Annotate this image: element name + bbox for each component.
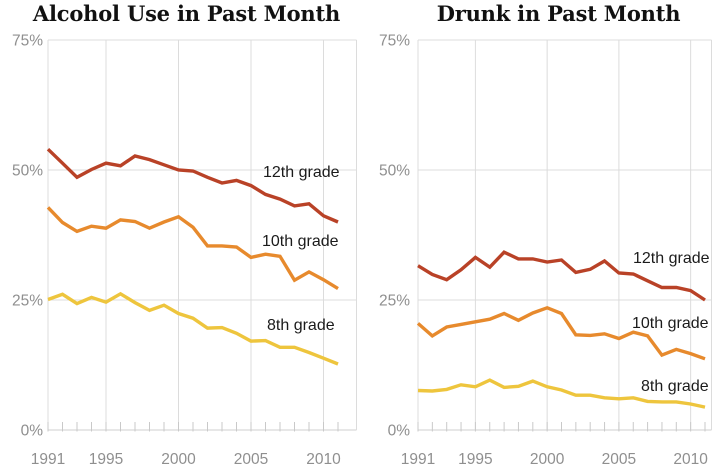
- series-line-12th-grade: [46, 147, 339, 224]
- x-axis-tick-label: 2005: [234, 451, 268, 468]
- series-label-8th-grade: 8th grade: [641, 378, 709, 395]
- series-label-12th-grade: 12th grade: [633, 250, 710, 267]
- y-axis-tick-label: 25%: [379, 293, 410, 310]
- series-line-8th-grade: [417, 378, 706, 409]
- x-axis-tick-label: 2000: [530, 451, 565, 468]
- y-axis-tick-label: 0%: [21, 423, 44, 440]
- series-line-10th-grade: [416, 305, 706, 361]
- y-axis-tick-label: 25%: [12, 293, 43, 310]
- series-label-10th-grade: 10th grade: [632, 315, 709, 332]
- chart-title-alcohol-use: Alcohol Use in Past Month: [32, 1, 341, 26]
- x-axis-tick-label: 1991: [31, 451, 65, 468]
- x-axis-tick-label: 2005: [602, 451, 636, 468]
- series-line-8th-grade: [47, 291, 339, 366]
- y-axis-tick-label: 75%: [12, 33, 43, 50]
- chart-canvas-alcohol-use: 75% 50% 25% 0% 1991 1995 2000 2005 2010 12th grad…: [12, 33, 357, 468]
- chart-canvas-drunk: 75% 50% 25% 0% 1991 1995 2000 2005 2010 12th grad…: [379, 33, 712, 468]
- x-axis-tick-label: 2010: [673, 451, 708, 468]
- x-axis-tick-label: 1995: [89, 451, 123, 468]
- series-line-12th-grade: [417, 250, 706, 302]
- x-axis-tick-label: 1995: [458, 451, 492, 468]
- y-axis-tick-label: 50%: [12, 163, 43, 180]
- x-axis-tick-label: 2010: [306, 451, 341, 468]
- series-label-10th-grade: 10th grade: [262, 233, 339, 250]
- series-label-8th-grade: 8th grade: [267, 317, 335, 334]
- chart-title-drunk: Drunk in Past Month: [436, 1, 681, 26]
- x-axis-tick-label: 2000: [161, 451, 196, 468]
- series-label-12th-grade: 12th grade: [263, 164, 340, 181]
- y-axis-tick-label: 50%: [379, 163, 410, 180]
- y-axis-tick-label: 0%: [388, 423, 411, 440]
- series-line-10th-grade: [46, 206, 339, 291]
- y-axis-tick-label: 75%: [379, 33, 410, 50]
- x-axis-tick-label: 1991: [401, 451, 435, 468]
